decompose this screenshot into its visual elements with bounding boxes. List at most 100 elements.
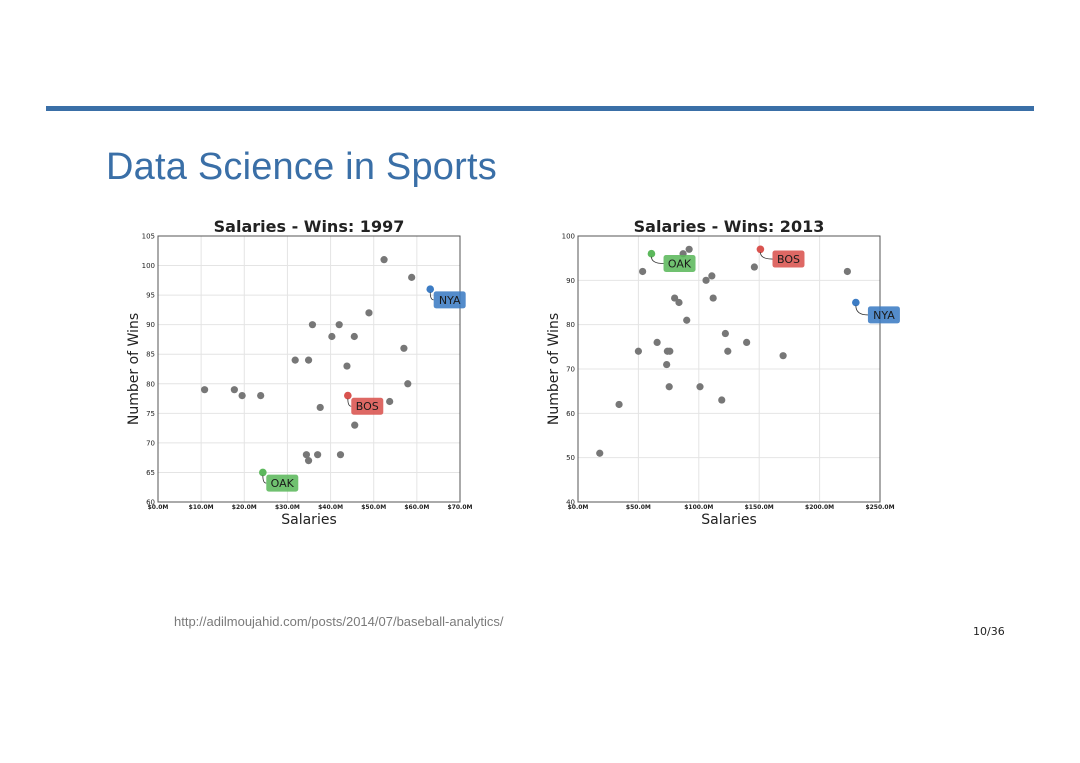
- chart-0-data-point: [291, 356, 299, 364]
- chart-0-team-badge-nya: [433, 291, 466, 309]
- chart-1-x-tick-label: $50.0M: [626, 504, 651, 511]
- chart-0-y-tick-label: 65: [146, 469, 155, 477]
- chart-1-y-tick-label: 80: [566, 321, 575, 329]
- chart-1-team-badge-bos: [772, 250, 805, 268]
- chart-0-label-connector-nya: [429, 292, 434, 301]
- chart-1-x-tick-label: $100.0M: [684, 504, 713, 511]
- chart-0-x-tick-label: $0.0M: [148, 504, 169, 511]
- chart-1-highlight-point-nya: [852, 298, 860, 307]
- chart-1-data-point: [685, 245, 693, 253]
- chart-0-data-point: [335, 321, 343, 329]
- top-rule: [46, 106, 1034, 111]
- chart-1-plot-frame: [577, 235, 881, 503]
- chart-1-team-label-nya: NYA: [873, 309, 895, 322]
- chart-0-team-label-bos: BOS: [356, 400, 379, 413]
- chart-1-x-axis-label: Salaries: [701, 512, 757, 528]
- chart-1-label-connector-bos: [760, 252, 773, 260]
- chart-0-data-point: [351, 421, 359, 429]
- chart-1-data-point: [683, 316, 691, 324]
- chart-0-x-tick-label: $70.0M: [448, 504, 473, 511]
- chart-1-data-point: [663, 360, 671, 369]
- chart-0-data-point: [350, 332, 358, 341]
- chart-1-highlight-point-bos: [756, 245, 765, 254]
- chart-0-y-tick-label: 100: [142, 262, 155, 270]
- chart-0-data-point: [302, 451, 311, 459]
- chart-1-y-tick-label: 60: [566, 410, 575, 418]
- chart-1-x-tick-label: $200.0M: [805, 504, 834, 511]
- chart-1-y-tick-label: 50: [566, 454, 575, 462]
- chart-0-y-tick-label: 85: [146, 351, 155, 359]
- chart-1-data-point: [675, 298, 683, 307]
- chart-0-data-point: [200, 386, 209, 394]
- chart-1-highlight-point-oak: [647, 249, 656, 258]
- chart-0-highlight-point-bos: [344, 391, 352, 400]
- chart-1-x-tick-label: $150.0M: [745, 504, 774, 511]
- chart-0-data-point: [400, 344, 408, 352]
- chart-1-x-tick-label: $250.0M: [865, 504, 894, 511]
- chart-0-data-point: [304, 356, 313, 364]
- chart-0-data-point: [308, 321, 317, 329]
- chart-1-data-point: [724, 347, 732, 355]
- chart-1-team-badge-nya: [867, 306, 900, 324]
- chart-0-data-point: [328, 332, 336, 341]
- chart-1-team-badge-oak: [663, 254, 696, 272]
- chart-1-y-axis-label: Number of Wins: [546, 313, 562, 425]
- chart-1-data-point: [615, 400, 623, 409]
- chart-1-data-point: [596, 449, 604, 457]
- scatter-chart-2013: $0.0M $50.0M $100.0M $150.0M $200.0M $250.0M 4…: [546, 217, 900, 528]
- source-url[interactable]: http://adilmoujahid.com/posts/2014/07/ba…: [174, 614, 504, 629]
- chart-0-highlight-point-nya: [426, 285, 435, 293]
- chart-1-data-point: [665, 383, 673, 391]
- chart-1-y-tick-label: 40: [566, 499, 575, 507]
- chart-1-team-label-oak: OAK: [668, 257, 692, 270]
- chart-0-team-badge-bos: [351, 397, 384, 415]
- chart-1-x-tick-label: $0.0M: [568, 504, 589, 511]
- chart-1-team-label-bos: BOS: [777, 253, 800, 266]
- chart-0-x-tick-label: $40.0M: [318, 504, 343, 511]
- chart-0-data-point: [343, 362, 351, 370]
- chart-0-data-point: [314, 451, 322, 459]
- chart-1-data-point: [702, 276, 710, 284]
- chart-1-data-point: [634, 347, 642, 355]
- chart-0-y-tick-label: 80: [146, 380, 155, 388]
- chart-0-data-point: [257, 392, 265, 400]
- chart-1-data-point: [843, 267, 851, 276]
- chart-1-data-point: [743, 338, 751, 346]
- chart-0-team-badge-oak: [266, 474, 299, 492]
- scatter-chart-1997: $0.0M $10.0M $20.0M $30.0M $40.0M $50.0M $60.0…: [126, 217, 473, 528]
- chart-0-y-tick-label: 75: [146, 410, 155, 418]
- chart-1-data-point: [708, 272, 716, 280]
- chart-1-data-point: [709, 294, 717, 302]
- chart-0-highlight-point-oak: [259, 468, 267, 477]
- chart-0-plot-frame: [157, 235, 461, 503]
- chart-1-data-point: [666, 347, 674, 355]
- chart-0-y-tick-label: 60: [146, 499, 155, 507]
- chart-0-y-tick-label: 95: [146, 292, 155, 300]
- chart-0-data-point: [380, 256, 388, 264]
- chart-0-x-tick-label: $20.0M: [232, 504, 257, 511]
- chart-0-data-point: [230, 386, 238, 394]
- chart-0-data-point: [408, 273, 416, 281]
- page-number: 10/36: [973, 625, 1005, 638]
- chart-1-label-connector-oak: [651, 256, 664, 264]
- chart-1-y-tick-label: 100: [562, 233, 575, 241]
- chart-0-y-tick-label: 90: [146, 321, 155, 329]
- chart-1-label-connector-nya: [855, 305, 868, 316]
- chart-1-data-point: [653, 338, 661, 346]
- chart-0-title: Salaries - Wins: 1997: [214, 217, 405, 236]
- chart-0-label-connector-bos: [347, 398, 352, 407]
- chart-0-data-point: [238, 392, 246, 400]
- chart-0-team-label-oak: OAK: [271, 477, 295, 490]
- slide-title: Data Science in Sports: [106, 146, 497, 188]
- chart-0-data-point: [304, 457, 313, 465]
- chart-0-x-axis-label: Salaries: [281, 512, 337, 528]
- chart-0-x-tick-label: $50.0M: [361, 504, 386, 511]
- chart-0-x-tick-label: $60.0M: [404, 504, 429, 511]
- chart-0-x-tick-label: $10.0M: [189, 504, 214, 511]
- chart-0-y-tick-label: 105: [142, 233, 155, 241]
- chart-0-y-axis-label: Number of Wins: [126, 313, 142, 425]
- chart-0-x-tick-label: $30.0M: [275, 504, 300, 511]
- chart-1-y-tick-label: 90: [566, 277, 575, 285]
- chart-0-data-point: [404, 380, 412, 388]
- chart-0-data-point: [386, 397, 394, 406]
